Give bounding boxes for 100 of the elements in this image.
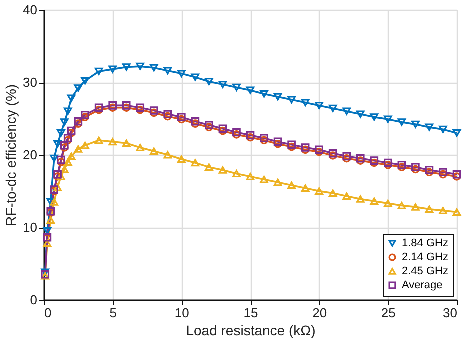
point [57,173,66,180]
point [370,158,379,168]
point [288,182,296,190]
point [260,90,268,98]
legend-label: Average [402,280,443,292]
point [46,216,56,224]
point [328,104,338,112]
point [439,207,448,215]
point [191,159,200,167]
point [54,140,62,148]
point [356,110,365,118]
point [81,110,90,120]
point [328,149,338,158]
point [425,168,434,177]
point [205,123,214,132]
point [412,163,420,172]
y-tick-label: 30 [23,75,38,90]
point [64,134,72,142]
point [205,78,214,86]
point [81,77,90,85]
point [46,198,56,206]
point [301,144,310,152]
point [274,93,282,101]
y-axis-title: RF-to-dc efficiency (%) [3,84,20,227]
point [50,154,58,162]
point [301,184,310,192]
x-axis-title: Load resistance (kΩ) [186,322,316,338]
point [67,94,76,102]
point [398,160,406,170]
point [54,184,62,192]
point [67,129,76,138]
point [136,144,145,152]
point [315,102,324,110]
point [122,140,131,148]
x-tick-label: 30 [443,306,458,320]
point [94,68,104,76]
point [260,136,268,145]
x-tick-label: 25 [381,306,396,320]
point [425,166,434,174]
point [205,164,214,172]
point [57,158,66,166]
y-tick-label: 0 [30,292,38,308]
point [232,170,241,178]
point [370,198,379,206]
point [328,152,338,160]
point [108,104,117,112]
point [246,86,255,94]
point [232,130,241,139]
point [288,96,296,104]
point [412,165,420,174]
point [205,121,214,130]
point [412,120,420,128]
point [60,166,69,174]
point [94,136,104,144]
point [342,152,352,161]
y-tick-label: 20 [23,148,38,162]
point [246,173,255,180]
point [164,151,172,159]
point [178,113,186,122]
point [67,152,76,160]
x-tick-label: 0 [44,306,52,320]
point [425,124,434,132]
x-tick-label: 20 [312,306,328,320]
point [178,70,186,78]
point [370,114,379,122]
point [178,156,186,164]
legend-label: 1.84 GHz [402,238,448,250]
x-tick-label: 15 [244,306,258,320]
point [57,130,66,137]
point [274,178,282,186]
point [425,206,434,214]
y-tick-label: 40 [23,2,38,18]
point [398,202,406,210]
point [122,104,131,112]
point [50,198,58,206]
point [260,134,268,142]
point [274,138,282,146]
point [452,208,462,216]
point [191,117,200,126]
point [60,144,69,152]
point [342,192,352,200]
point [301,146,310,154]
point [81,113,90,122]
point [356,196,365,203]
point [328,190,338,198]
point [43,240,52,248]
point [191,74,200,82]
point [232,128,241,137]
point [384,158,392,168]
y-tick-label: 10 [23,220,38,235]
point [164,67,172,75]
point [398,118,406,126]
point [178,115,186,124]
point [74,117,83,126]
point [150,106,158,115]
point [452,130,462,137]
point [232,84,241,92]
point [136,62,145,70]
point [315,188,324,195]
point [41,268,50,276]
